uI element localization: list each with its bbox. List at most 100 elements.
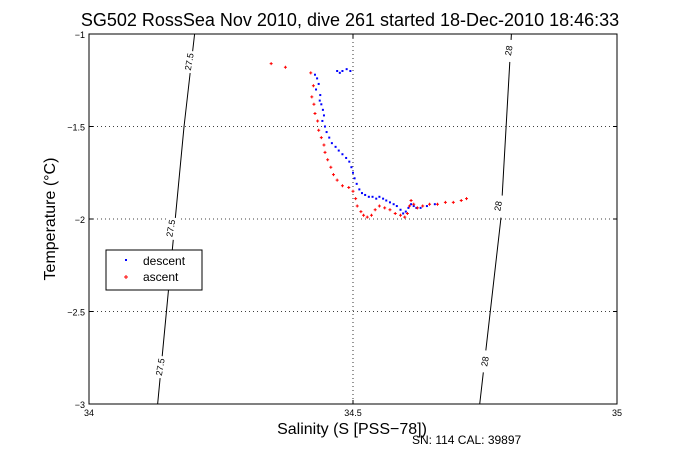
descent-point [353,177,356,180]
ascent-point [323,150,327,154]
legend-box [105,249,203,291]
descent-point [412,205,415,208]
ascent-point [347,186,351,190]
axis-ticks: 34 34.5 35 −3 −2.5 −2 −1.5 −1 [67,30,622,418]
descent-point [321,108,324,111]
ascent-point [443,200,447,204]
descent-point [319,94,322,97]
ascent-point [365,215,369,219]
x-tick-label: 34 [84,408,94,418]
descent-point [328,136,331,139]
descent-point [358,188,361,191]
ascent-point [335,178,339,182]
descent-point [316,77,319,80]
ascent-point [451,200,455,204]
ascent-point [421,204,425,208]
serial-calibration-note: SN: 114 CAL: 39897 [412,433,522,447]
descent-point [352,171,354,174]
ascent-point [412,202,416,206]
descent-point [348,160,351,163]
y-axis-label: Temperature (°C) [42,158,59,281]
descent-point [350,166,353,169]
ascent-point [377,204,381,208]
descent-point [419,206,422,209]
ascent-point [322,143,326,147]
ascent-point [373,208,377,212]
ascent-point [310,95,314,99]
ascent-point [313,112,317,116]
ascent-point [388,208,392,212]
density-contour-label: 28 [477,349,493,374]
ascent-point [354,197,358,201]
ascent-point [465,197,469,201]
y-tick-label: −3 [75,400,85,410]
y-tick-label: −2.5 [67,308,85,318]
ascent-point [459,199,463,202]
ascent-point [369,213,373,217]
descent-point [345,68,348,71]
ascent-point [351,189,355,193]
ascent-point [269,62,273,66]
density-contour-label: 27.5 [152,355,169,379]
descent-point [325,131,328,134]
ascent-point [317,128,321,132]
contour-label-text: 27.5 [164,219,177,238]
descent-point [341,153,344,156]
descent-point [378,195,381,198]
contour-label-background [500,38,517,63]
density-contour-label: 27.5 [163,216,179,241]
contour-label-background [163,216,179,241]
contour-label-text: 27.5 [183,52,196,71]
x-tick-label: 35 [612,408,622,418]
ascent-point [435,202,439,206]
ascent-point [329,165,333,169]
descent-point [433,203,436,206]
ascent-point [309,71,313,75]
ascent-point [326,158,330,162]
descent-point [399,208,402,211]
descent-point [385,199,388,202]
descent-point [320,103,323,106]
ascent-point [383,206,387,210]
descent-point [395,205,398,208]
legend-ascent-marker [124,275,128,279]
ascent-point [409,199,413,202]
descent-point [321,119,324,122]
y-tick-label: −2 [75,215,85,225]
contour-label-text: 27.5 [154,357,167,376]
ascent-point [359,210,363,214]
descent-point [349,70,352,72]
descent-point [345,156,348,159]
descent-point [382,197,385,200]
ascent-point [407,204,411,208]
descent-point [313,73,316,76]
contour-label-background [490,194,507,218]
density-contour-label: 28 [490,194,507,218]
contour-label-text: 28 [492,200,504,212]
descent-series [313,68,436,215]
descent-point [337,149,340,152]
chart-title: SG502 RossSea Nov 2010, dive 261 started… [81,10,619,30]
ascent-point [331,173,335,177]
data-points [269,62,469,219]
descent-point [388,201,391,204]
ascent-point [355,204,359,208]
descent-point [371,195,374,198]
descent-point [364,193,367,196]
ascent-series [269,62,469,219]
legend-descent-marker [125,259,127,261]
descent-point [315,88,318,91]
ascent-point [403,215,407,219]
ascent-point [319,136,323,140]
y-tick-label: −1 [75,30,85,40]
descent-point [324,125,327,128]
ascent-point [340,184,344,188]
descent-point [392,203,395,206]
contour-label-text: 28 [503,45,515,57]
descent-point [338,71,341,74]
legend: descent ascent [105,249,203,291]
descent-point [318,99,321,102]
ascent-point [405,211,409,215]
